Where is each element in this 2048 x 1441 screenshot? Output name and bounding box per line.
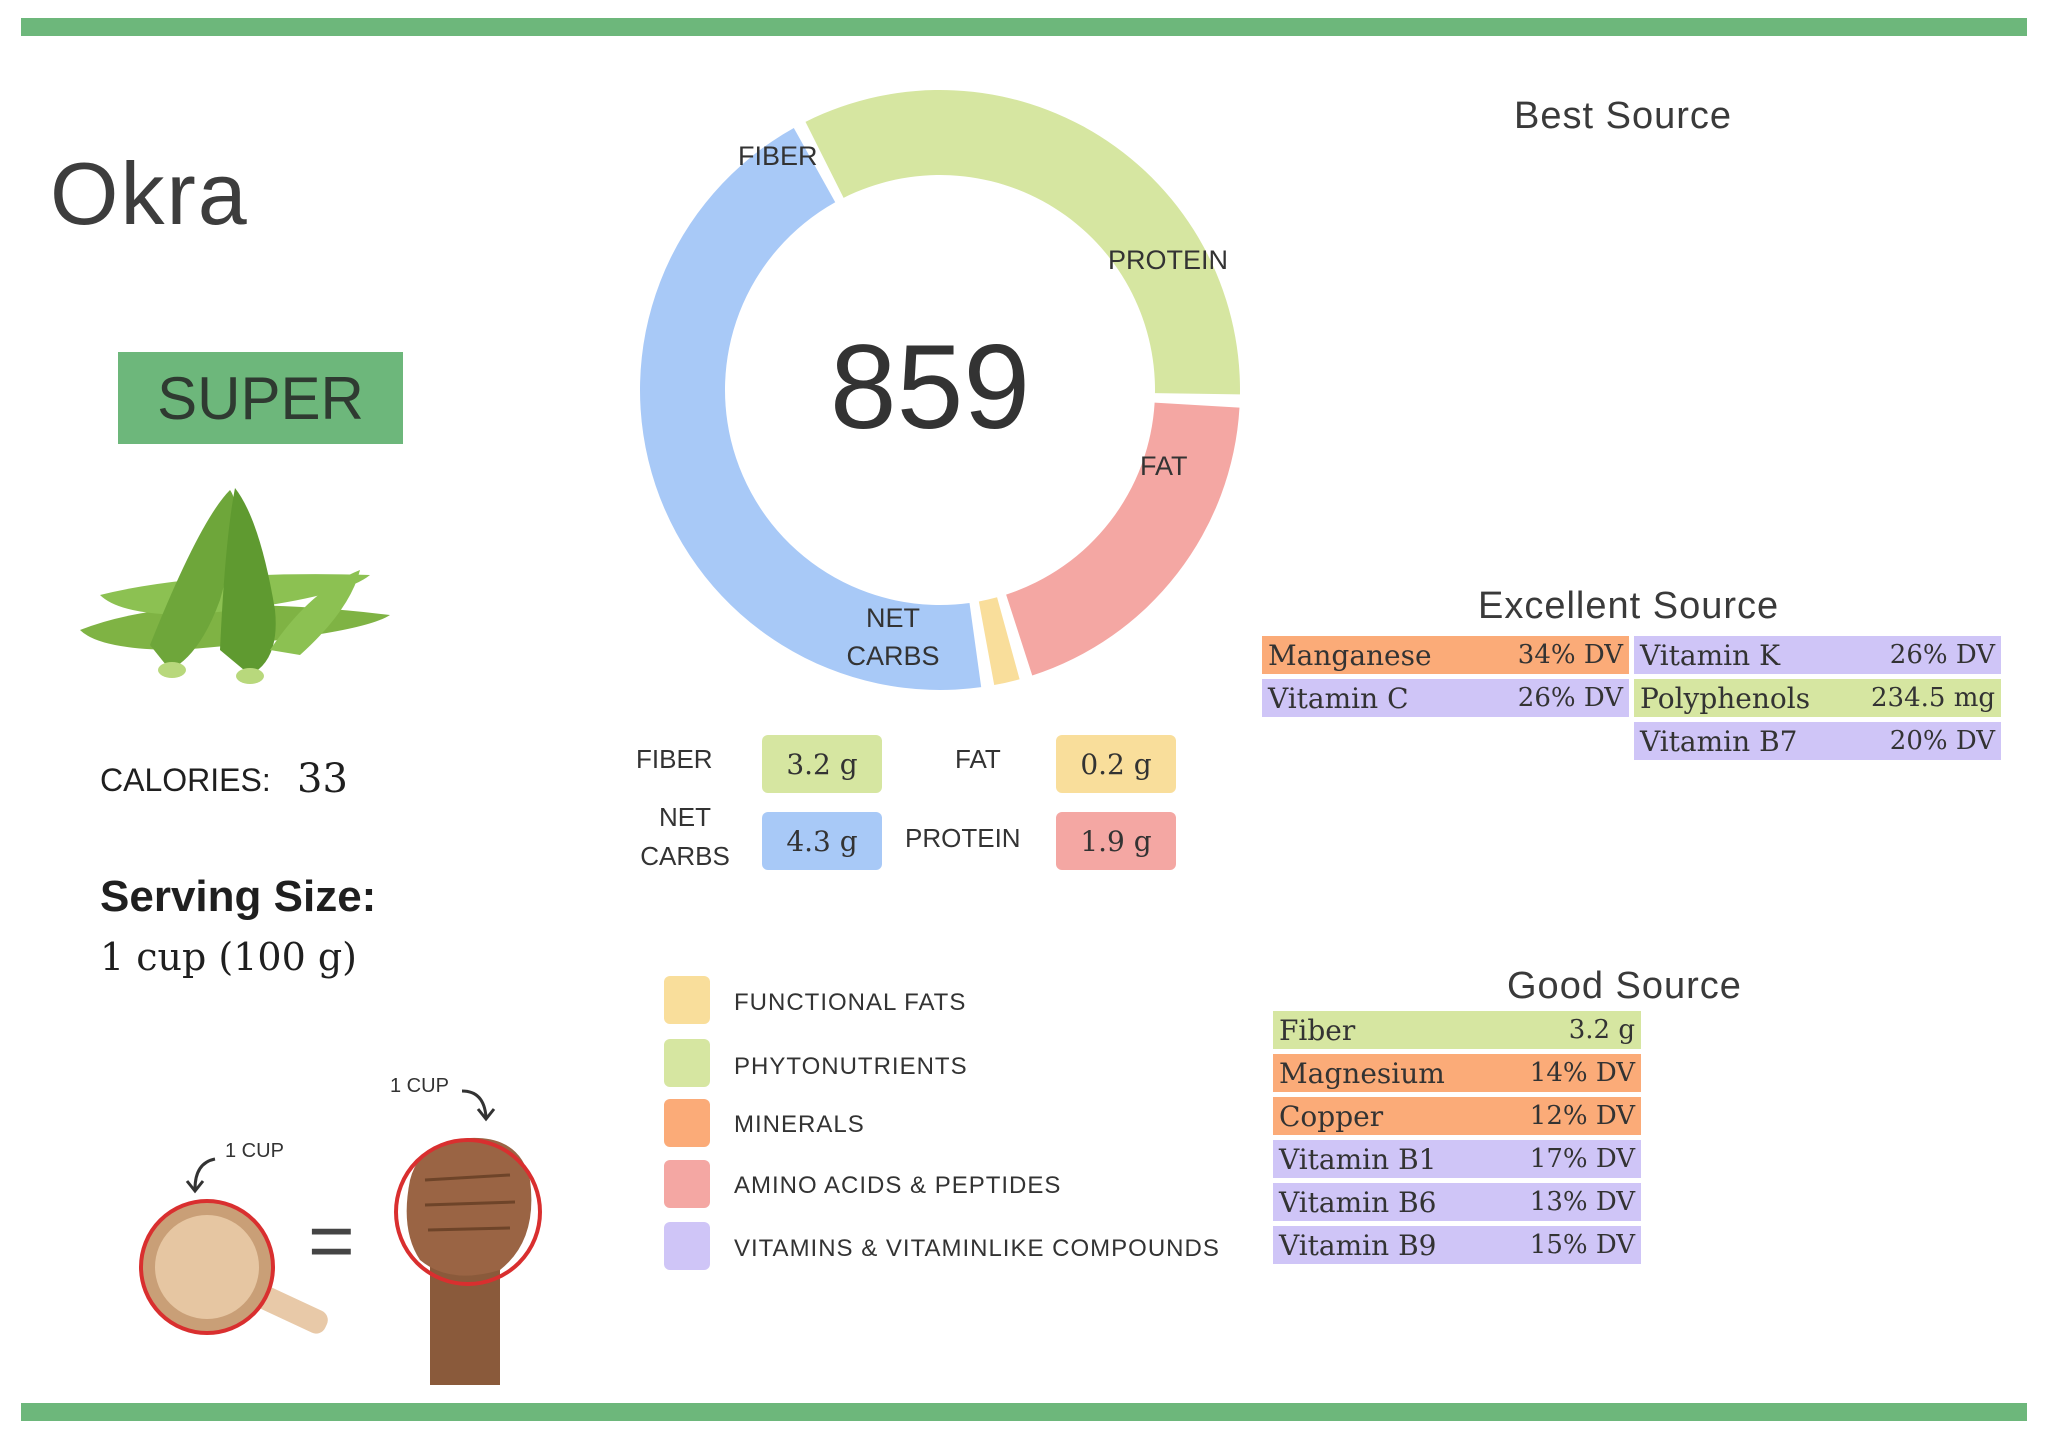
macro-value-fiber: 3.2 g <box>762 735 882 793</box>
good-row-copper: Copper 12% DV <box>1273 1097 1641 1135</box>
top-accent-bar <box>21 18 2027 36</box>
donut-label-protein: PROTEIN <box>1108 245 1229 275</box>
okra-pods <box>80 488 390 684</box>
nutrient-value: 26% DV <box>1889 640 1995 670</box>
donut-label-fiber: FIBER <box>738 141 818 171</box>
good-source-title: Good Source <box>1507 965 1742 1007</box>
nutrient-value: 26% DV <box>1517 683 1623 713</box>
donut-label-net-carbs-line1: NET <box>866 603 920 633</box>
fist-icon <box>394 1137 542 1385</box>
donut-segment-fiber <box>805 89 1240 395</box>
equals-sign: = <box>308 1196 355 1285</box>
fist-label: 1 CUP <box>390 1075 449 1097</box>
bottom-accent-bar <box>21 1403 2027 1421</box>
nutrient-name: Manganese <box>1268 638 1432 672</box>
nutrient-value: 34% DV <box>1517 640 1623 670</box>
nutrient-name: Vitamin B6 <box>1279 1185 1437 1219</box>
nutrient-name: Vitamin B1 <box>1279 1142 1437 1176</box>
donut-segment-protein <box>1006 402 1240 676</box>
legend-swatch-functional-fats <box>664 976 710 1024</box>
donut-label-net-carbs-line2: CARBS <box>846 640 940 671</box>
nutrient-score: 859 <box>829 320 1031 454</box>
nutrient-name: Fiber <box>1279 1013 1356 1047</box>
serving-size-heading: Serving Size: <box>100 872 377 921</box>
rating-badge: SUPER <box>118 352 403 444</box>
calories-value: 33 <box>297 756 348 802</box>
nutrient-name: Vitamin B9 <box>1279 1228 1437 1262</box>
good-row-magnesium: Magnesium 14% DV <box>1273 1054 1641 1092</box>
good-row-vitamin-b6: Vitamin B6 13% DV <box>1273 1183 1641 1221</box>
legend-label-functional-fats: FUNCTIONAL FATS <box>734 989 967 1016</box>
measuring-cup-icon <box>139 1199 328 1335</box>
excellent-source-title: Excellent Source <box>1478 585 1780 627</box>
legend-label-minerals: MINERALS <box>734 1111 865 1138</box>
nutrient-value: 234.5 mg <box>1871 683 1995 713</box>
donut-segment-fat <box>978 597 1020 686</box>
nutrient-name: Vitamin C <box>1268 681 1409 715</box>
macro-label-net-carbs-line2: CARBS <box>640 841 730 871</box>
nutrient-value: 17% DV <box>1529 1144 1635 1174</box>
legend-label-amino-acids: AMINO ACIDS & PEPTIDES <box>734 1172 1062 1199</box>
excellent-row-polyphenols: Polyphenols 234.5 mg <box>1634 679 2001 717</box>
nutrient-value: 12% DV <box>1529 1101 1635 1131</box>
nutrient-name: Vitamin K <box>1640 638 1780 672</box>
nutrient-value: 13% DV <box>1529 1187 1635 1217</box>
macronutrient-donut-chart <box>639 89 1240 691</box>
macro-label-fiber: FIBER <box>636 744 713 774</box>
legend-label-phytonutrients: PHYTONUTRIENTS <box>734 1053 968 1080</box>
calories-label: CALORIES: <box>100 762 271 798</box>
nutrient-value: 3.2 g <box>1568 1015 1635 1045</box>
macro-label-net-carbs: NET CARBS <box>630 798 740 876</box>
cup-arrow-icon <box>185 1157 216 1194</box>
okra-illustration <box>80 488 390 684</box>
macro-label-fat: FAT <box>955 744 1001 774</box>
macro-label-net-carbs-line1: NET <box>659 802 711 832</box>
cup-label: 1 CUP <box>225 1140 284 1162</box>
excellent-row-vitamin-k: Vitamin K 26% DV <box>1634 636 2001 674</box>
nutrient-name: Copper <box>1279 1099 1384 1133</box>
legend-swatch-phytonutrients <box>664 1039 710 1087</box>
excellent-row-vitamin-c: Vitamin C 26% DV <box>1262 679 1629 717</box>
legend-swatch-vitamins <box>664 1222 710 1270</box>
best-source-title: Best Source <box>1514 95 1732 137</box>
donut-label-net-carbs: NET CARBS <box>838 600 948 676</box>
legend-label-vitamins: VITAMINS & VITAMINLIKE COMPOUNDS <box>734 1235 1220 1262</box>
excellent-row-vitamin-b7: Vitamin B7 20% DV <box>1634 722 2001 760</box>
legend-swatch-amino-acids <box>664 1160 710 1208</box>
donut-label-fat: FAT <box>1140 451 1188 481</box>
fist-arrow-icon <box>461 1089 496 1122</box>
good-row-fiber: Fiber 3.2 g <box>1273 1011 1641 1049</box>
nutrient-value: 15% DV <box>1529 1230 1635 1260</box>
nutrient-name: Magnesium <box>1279 1056 1445 1090</box>
excellent-row-manganese: Manganese 34% DV <box>1262 636 1629 674</box>
macro-label-protein: PROTEIN <box>905 823 1021 853</box>
macro-value-protein: 1.9 g <box>1056 812 1176 870</box>
nutrient-name: Vitamin B7 <box>1640 724 1798 758</box>
good-row-vitamin-b1: Vitamin B1 17% DV <box>1273 1140 1641 1178</box>
nutrient-name: Polyphenols <box>1640 681 1811 715</box>
nutrient-value: 20% DV <box>1889 726 1995 756</box>
macro-value-fat: 0.2 g <box>1056 735 1176 793</box>
serving-size-value: 1 cup (100 g) <box>100 935 358 979</box>
legend-swatch-minerals <box>664 1099 710 1147</box>
nutrient-value: 14% DV <box>1529 1058 1635 1088</box>
macro-value-net-carbs: 4.3 g <box>762 812 882 870</box>
donut-segment-net-carbs <box>639 128 982 691</box>
food-title: Okra <box>50 144 249 243</box>
good-row-vitamin-b9: Vitamin B9 15% DV <box>1273 1226 1641 1264</box>
